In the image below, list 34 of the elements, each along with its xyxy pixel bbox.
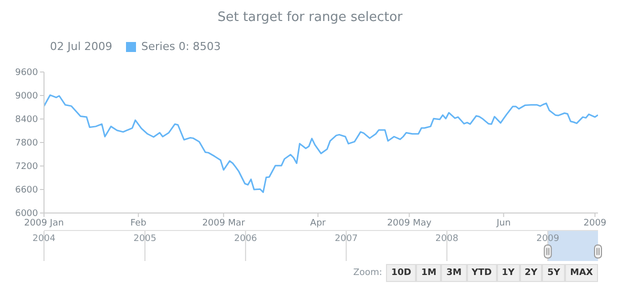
- x2-tick-label: 2008: [435, 234, 459, 244]
- y-tick-label: 7800: [15, 138, 38, 149]
- text: Zoom:: [353, 268, 382, 278]
- text: YTD: [466, 264, 497, 282]
- text: 10D: [386, 264, 416, 282]
- x2-tick-label: 2007: [334, 234, 358, 244]
- text: 1M: [416, 264, 442, 282]
- x2-tick-label: 2009: [536, 234, 560, 244]
- x-tick-label: Feb: [130, 218, 147, 228]
- x-tick-label: 2009 May: [387, 218, 432, 228]
- y-tick-label: 7200: [15, 162, 38, 172]
- x-tick-label: 2009 Jan: [24, 218, 64, 228]
- text: MAX: [565, 264, 598, 282]
- x2-tick-label: 2005: [133, 234, 156, 244]
- y-tick-label: 6600: [15, 186, 38, 196]
- x-tick-label: Apr: [310, 218, 326, 228]
- text: 5Y: [542, 264, 566, 282]
- legend-title: 02 Jul 2009: [50, 40, 112, 53]
- text: 3M: [441, 264, 467, 282]
- x-tick-label: Jun: [496, 218, 511, 228]
- chart-title: Set target for range selector: [216, 10, 404, 25]
- line-series: [44, 94, 598, 193]
- text: 1Y: [496, 264, 520, 282]
- text: 2Y: [520, 264, 542, 282]
- x2-tick-label: 2004: [32, 234, 56, 244]
- y-tick-label: 9600: [15, 68, 38, 78]
- y-tick-label: 8400: [15, 115, 38, 126]
- range-scroller: 2004 2005 2006 2007 2008 2009: [0, 230, 620, 266]
- y-tick-label: 6000: [15, 209, 38, 220]
- legend-label: Series 0: 8503: [140, 40, 221, 53]
- y-tick-label: 9000: [15, 92, 38, 102]
- x2-tick-label: 2006: [234, 234, 258, 244]
- x-tick-label: 2009: [584, 218, 607, 228]
- x-tick-label: 2009 Mar: [202, 218, 246, 228]
